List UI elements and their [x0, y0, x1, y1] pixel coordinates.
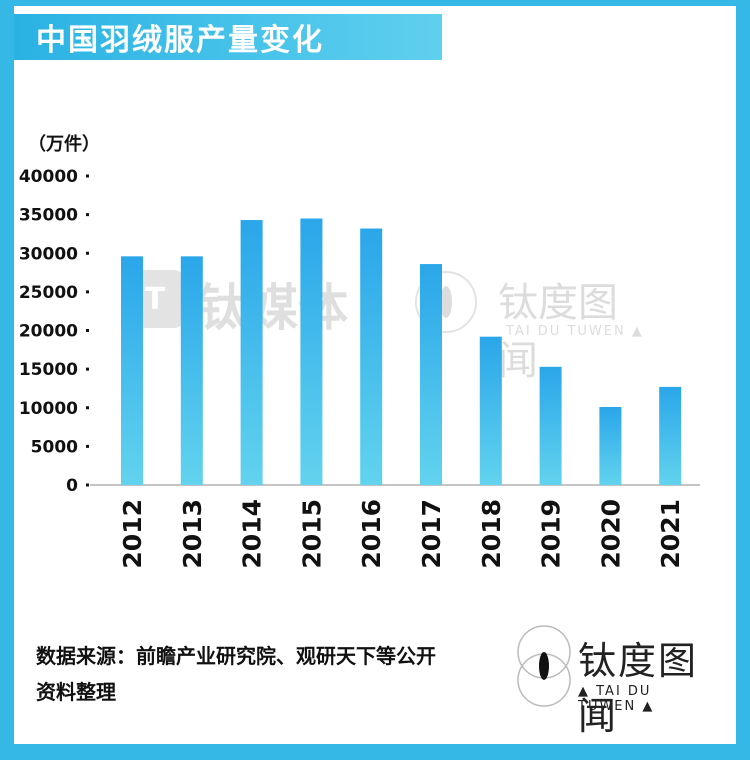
- bar-2015: [300, 218, 323, 486]
- source-line-2: 资料整理: [36, 680, 116, 704]
- brand-logo: 钛度图闻 ▲ TAI DU TUWEN ▲: [512, 620, 712, 738]
- y-tick-label: 30000: [19, 244, 78, 264]
- bar-2021: [659, 386, 682, 485]
- data-source-note: 数据来源：前瞻产业研究院、观研天下等公开 资料整理: [36, 638, 436, 710]
- bar-2020: [599, 406, 622, 485]
- x-tick-label: 2014: [238, 499, 267, 569]
- x-tick-label: 2018: [477, 499, 506, 569]
- bar-2017: [420, 264, 442, 485]
- bar-2014: [240, 220, 263, 485]
- watermark-en: TAI DU TUWEN ▲: [506, 324, 644, 339]
- bar-2013: [180, 256, 203, 485]
- y-tick-label: 40000: [19, 167, 78, 187]
- y-tick-label: 5000: [31, 437, 78, 457]
- watermark-eye-icon: [415, 271, 477, 333]
- watermark-text-2: 钛度图闻: [498, 280, 618, 384]
- bar-2019: [539, 366, 562, 485]
- x-tick-label: 2013: [178, 499, 207, 569]
- bar-2018: [479, 336, 502, 485]
- watermark-text: 钛媒体: [198, 279, 348, 337]
- x-tick-label: 2020: [596, 499, 625, 569]
- source-line-1: 数据来源：前瞻产业研究院、观研天下等公开: [36, 644, 436, 668]
- x-tick-label: 2015: [297, 499, 326, 569]
- y-tick-label: 0: [66, 476, 78, 496]
- x-tick-label: 2016: [357, 499, 386, 569]
- x-tick-label: 2012: [118, 499, 147, 569]
- logo-text-cn: 钛度图闻: [578, 639, 699, 738]
- y-tick-label: 25000: [19, 283, 78, 303]
- chart-title: 中国羽绒服产量变化: [36, 23, 324, 58]
- bar-2012: [121, 256, 143, 485]
- y-tick-label: 20000: [19, 322, 78, 342]
- y-tick-label: 35000: [19, 206, 78, 226]
- x-tick-label: 2019: [537, 499, 566, 569]
- bar-2016: [360, 228, 383, 485]
- bar-chart: 0 5000 10000 15000 20000 25000 30000 35000 40000…: [19, 167, 700, 569]
- eye-logo-icon: [517, 625, 571, 707]
- y-axis-unit-label: （万件）: [28, 134, 100, 155]
- y-tick-label: 15000: [19, 360, 78, 380]
- title-banner: 中国羽绒服产量变化: [14, 14, 442, 60]
- logo-text-en: ▲ TAI DU TUWEN ▲: [578, 684, 655, 714]
- x-tick-label: 2017: [417, 499, 446, 569]
- watermark-taidu: 钛度图闻 TAI DU TUWEN ▲: [406, 266, 656, 384]
- y-tick-label: 10000: [19, 399, 78, 419]
- x-tick-label: 2021: [656, 499, 685, 569]
